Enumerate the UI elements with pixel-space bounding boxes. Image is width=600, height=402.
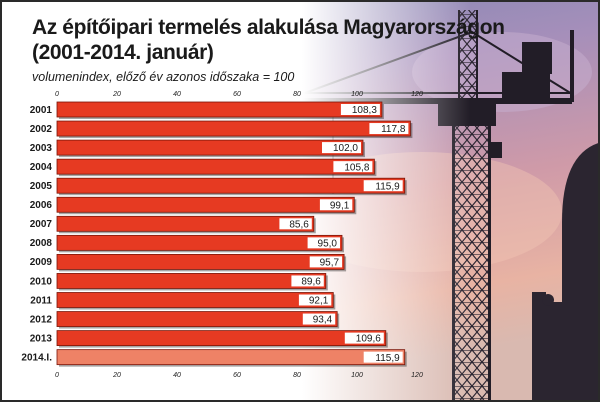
category-label: 2013 <box>30 333 53 344</box>
data-label-box <box>319 199 353 211</box>
bar <box>56 101 383 118</box>
x-tick-label-top: 60 <box>233 91 241 98</box>
data-label-box <box>302 313 336 325</box>
x-tick-label-top: 100 <box>351 91 363 98</box>
chart-title: Az építőipari termelés alakulása Magyaro… <box>32 15 505 65</box>
data-label: 95,7 <box>320 258 340 269</box>
x-tick-label-top: 0 <box>55 91 59 98</box>
data-label-box <box>340 104 380 115</box>
data-label: 115,9 <box>375 353 400 364</box>
bar <box>56 330 387 347</box>
chart-title-line-1: Az építőipari termelés alakulása Magyaro… <box>32 16 505 39</box>
category-label: 2003 <box>30 143 53 154</box>
data-label: 89,6 <box>301 277 321 288</box>
bar <box>56 253 345 270</box>
category-label: 2001 <box>30 105 53 116</box>
data-label-box <box>322 142 361 154</box>
data-label-box <box>344 332 384 344</box>
data-label-box <box>291 275 324 287</box>
data-label-box <box>363 351 403 363</box>
data-label: 109,6 <box>356 334 381 345</box>
bar <box>56 311 338 327</box>
x-tick-label-top: 20 <box>112 91 121 98</box>
x-tick-label-bottom: 120 <box>411 372 423 379</box>
bar <box>56 273 327 289</box>
category-label: 2004 <box>30 162 53 173</box>
data-label-box <box>298 294 332 306</box>
bar <box>56 215 315 232</box>
x-tick-label-top: 40 <box>173 91 181 98</box>
data-label: 99,1 <box>330 200 350 211</box>
category-label: 2009 <box>30 257 53 268</box>
chart-subtitle: volumenindex, előző év azonos időszaka =… <box>32 70 295 84</box>
x-tick-label-bottom: 100 <box>351 372 363 379</box>
category-label: 2010 <box>30 276 53 287</box>
data-label-box <box>369 123 409 135</box>
bar <box>56 120 411 137</box>
category-label: 2005 <box>30 181 53 192</box>
data-label: 85,6 <box>289 219 309 230</box>
data-label: 93,4 <box>313 315 333 326</box>
x-tick-label-bottom: 0 <box>55 372 59 379</box>
bar <box>56 177 406 194</box>
bar <box>56 292 334 308</box>
category-label: 2007 <box>30 219 53 230</box>
x-tick-label-bottom: 40 <box>173 372 181 379</box>
data-label: 117,8 <box>381 124 406 135</box>
data-label-box <box>363 180 403 192</box>
category-label: 2006 <box>30 200 53 211</box>
bar <box>56 349 406 366</box>
x-tick-label-top: 120 <box>411 91 423 98</box>
data-label-box <box>307 237 340 249</box>
x-tick-label-bottom: 80 <box>293 372 301 379</box>
category-label: 2012 <box>30 314 53 325</box>
data-label: 105,8 <box>344 162 369 173</box>
bar <box>56 234 343 251</box>
data-label: 108,3 <box>352 105 377 116</box>
bar <box>56 196 355 213</box>
x-tick-label-bottom: 20 <box>112 372 121 379</box>
data-label-box <box>279 218 312 230</box>
category-label: 2008 <box>30 238 53 249</box>
data-label: 115,9 <box>375 181 400 192</box>
data-label: 92,1 <box>309 296 329 307</box>
data-label: 95,0 <box>318 238 338 249</box>
category-label: 2011 <box>30 295 52 306</box>
category-label: 2002 <box>30 124 53 135</box>
bar <box>56 158 375 175</box>
x-tick-label-top: 80 <box>293 91 301 98</box>
chart-title-line-2: (2001-2014. január) <box>32 41 214 64</box>
bar <box>56 139 364 156</box>
data-label: 102,0 <box>333 143 358 154</box>
x-tick-label-bottom: 60 <box>233 372 241 379</box>
category-label: 2014.I. <box>21 352 52 363</box>
data-label-box <box>309 256 343 268</box>
data-label-box <box>333 161 373 173</box>
